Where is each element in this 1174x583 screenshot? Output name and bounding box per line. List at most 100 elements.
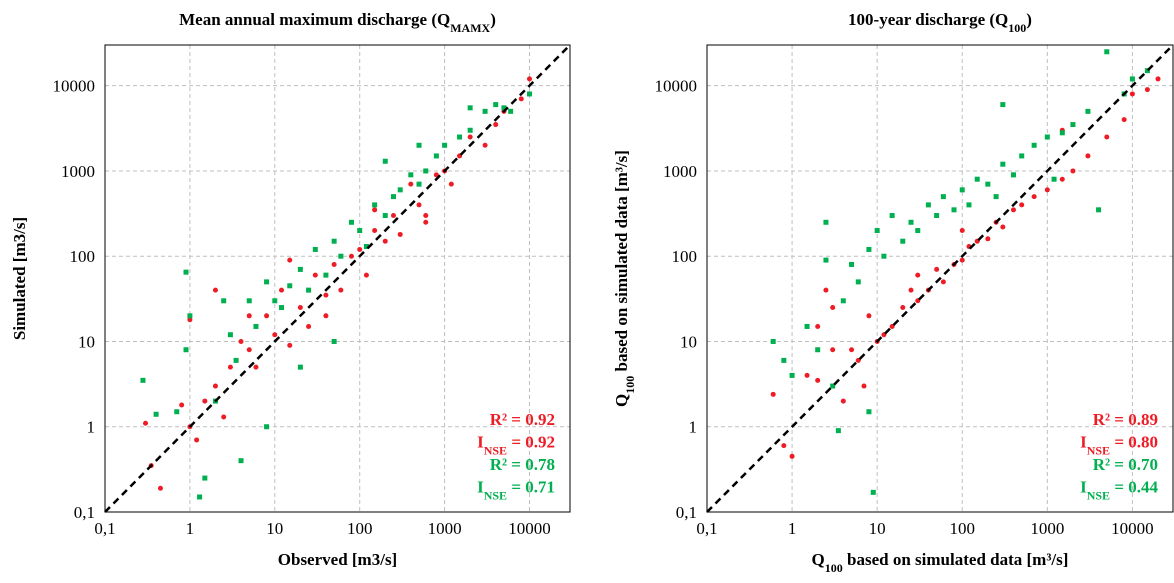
text-part: NSE xyxy=(484,444,507,458)
point xyxy=(287,342,293,348)
point xyxy=(781,357,787,363)
point xyxy=(372,228,378,234)
point xyxy=(221,298,227,304)
point xyxy=(372,202,378,208)
point xyxy=(526,76,532,82)
point xyxy=(423,168,429,174)
point xyxy=(264,279,270,285)
point xyxy=(297,364,303,370)
stat-label: INSE = 0.80 xyxy=(1080,433,1158,458)
stat-label: R² = 0.92 xyxy=(490,410,555,429)
text-part: NSE xyxy=(1087,489,1110,503)
x-tick-label: 1000 xyxy=(428,519,462,538)
point xyxy=(1104,134,1110,140)
point xyxy=(1070,122,1076,128)
point xyxy=(770,338,776,344)
y-tick-label: 0,1 xyxy=(676,503,697,522)
point xyxy=(253,364,259,370)
point xyxy=(423,213,429,219)
point xyxy=(372,207,378,213)
point xyxy=(1155,76,1161,82)
point xyxy=(187,317,193,323)
point xyxy=(881,253,887,259)
point xyxy=(874,228,880,234)
point xyxy=(433,172,439,178)
x-tick-label: 10 xyxy=(266,519,283,538)
point xyxy=(331,261,337,267)
point xyxy=(357,228,363,234)
y-axis-label: Simulated [m3/s] xyxy=(10,217,29,340)
point xyxy=(1144,68,1150,74)
chart-title: Mean annual maximum discharge (QMAMX) xyxy=(179,10,496,35)
point xyxy=(908,219,914,225)
y-tick-label: 1000 xyxy=(61,162,95,181)
point xyxy=(306,323,312,329)
x-tick-label: 10 xyxy=(869,519,886,538)
point xyxy=(855,279,861,285)
point xyxy=(493,122,499,128)
point xyxy=(823,257,829,263)
point xyxy=(966,202,972,208)
point xyxy=(823,219,829,225)
point xyxy=(331,338,337,344)
point xyxy=(174,409,180,415)
text-part: Q xyxy=(812,550,825,569)
point xyxy=(940,279,946,285)
point xyxy=(212,383,218,389)
point xyxy=(940,194,946,200)
stat-label: R² = 0.70 xyxy=(1093,455,1158,474)
y-tick-label: 0,1 xyxy=(74,503,95,522)
point xyxy=(985,181,991,187)
point xyxy=(253,323,259,329)
x-tick-label: 0,1 xyxy=(696,519,717,538)
point xyxy=(323,272,329,278)
text-part: NSE xyxy=(484,489,507,503)
stat-label: INSE = 0.44 xyxy=(1080,478,1158,503)
text-part: = 0.80 xyxy=(1110,433,1158,452)
point xyxy=(187,313,193,319)
point xyxy=(870,489,876,495)
point xyxy=(357,246,363,252)
point xyxy=(183,347,189,353)
point xyxy=(312,272,318,278)
point xyxy=(830,383,836,389)
point xyxy=(501,105,507,111)
point xyxy=(140,377,146,383)
text-part: 100 xyxy=(1008,21,1026,35)
point xyxy=(900,238,906,244)
point xyxy=(179,402,185,408)
stat-label: INSE = 0.92 xyxy=(477,433,555,458)
stat-label: INSE = 0.71 xyxy=(477,478,555,503)
point xyxy=(279,305,285,311)
point xyxy=(482,108,488,114)
text-part: I xyxy=(477,433,484,452)
point xyxy=(1000,224,1006,230)
point xyxy=(493,102,499,108)
point xyxy=(985,236,991,242)
point xyxy=(416,202,422,208)
point xyxy=(312,246,318,252)
point xyxy=(915,272,921,278)
point xyxy=(1104,49,1110,55)
point xyxy=(1000,161,1006,167)
point xyxy=(363,272,369,278)
point xyxy=(363,243,369,249)
point xyxy=(925,202,931,208)
x-tick-label: 1000 xyxy=(1030,519,1064,538)
point xyxy=(287,283,293,289)
point xyxy=(143,420,149,426)
point xyxy=(467,127,473,133)
text-part: Mean annual maximum discharge (Q xyxy=(179,10,450,29)
x-tick-label: 1 xyxy=(788,519,797,538)
text-part: 100-year discharge (Q xyxy=(848,10,1008,29)
y-tick-label: 1 xyxy=(87,418,96,437)
point xyxy=(238,338,244,344)
x-tick-label: 10000 xyxy=(508,519,551,538)
x-tick-label: 10000 xyxy=(1111,519,1154,538)
point xyxy=(804,372,810,378)
plot-border xyxy=(706,44,1174,513)
point xyxy=(1096,207,1102,213)
x-tick-label: 100 xyxy=(949,519,975,538)
point xyxy=(1059,130,1065,136)
point xyxy=(1144,87,1150,93)
